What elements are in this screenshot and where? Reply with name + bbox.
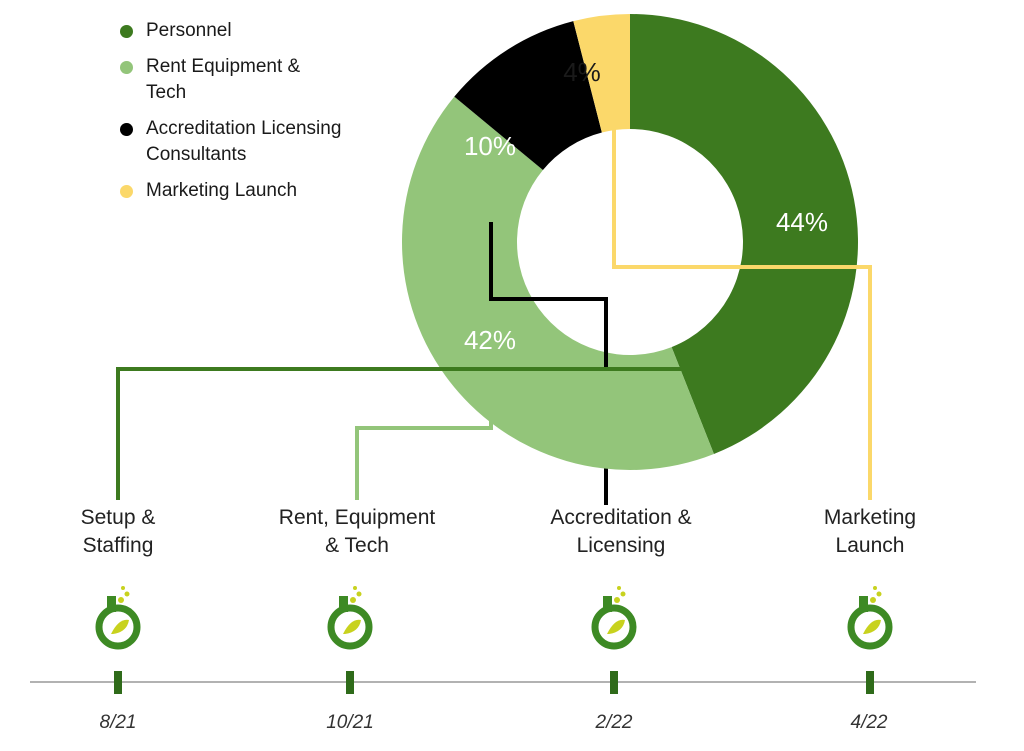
timeline-tick — [866, 671, 874, 694]
legend-item-accreditation: Accreditation Licensing Consultants — [120, 116, 380, 168]
flask-icon — [591, 586, 637, 650]
date-label: 4/22 — [850, 712, 888, 733]
timeline-tick — [114, 671, 122, 694]
timeline-tick — [610, 671, 618, 694]
legend-swatch — [120, 123, 133, 136]
timeline-tick — [346, 671, 354, 694]
donut-slice — [630, 14, 859, 454]
date-label: 2/22 — [595, 712, 633, 733]
donut-slice — [573, 14, 630, 133]
legend-item-rent: Rent Equipment & Tech — [120, 54, 380, 106]
milestone-label-line: Rent, Equipment — [278, 506, 436, 529]
milestone-label-line: Launch — [835, 534, 905, 557]
milestone-label-line: & Tech — [325, 534, 389, 557]
milestone-label-line: Licensing — [576, 534, 666, 557]
date-label: 10/21 — [326, 712, 374, 733]
legend: Personnel Rent Equipment & Tech Accredit… — [120, 18, 380, 214]
data-label: 4% — [563, 57, 601, 87]
connector-line — [612, 126, 870, 269]
milestone-label-setup: Setup & Staffing — [18, 504, 218, 560]
legend-item-personnel: Personnel — [120, 18, 380, 44]
milestone-label-line: Staffing — [82, 534, 154, 557]
legend-label: Accreditation Licensing Consultants — [146, 118, 342, 165]
donut-slice — [401, 96, 714, 470]
milestone-label-line: Marketing — [823, 506, 917, 529]
legend-label: Marketing Launch — [146, 180, 298, 201]
data-label: 44% — [776, 207, 828, 237]
data-label: 10% — [464, 131, 516, 161]
date-label: 8/21 — [99, 712, 137, 733]
flask-icon — [327, 586, 373, 650]
milestone-label-marketing: Marketing Launch — [770, 504, 970, 560]
milestone-label-rent: Rent, Equipment & Tech — [257, 504, 457, 560]
flask-icon — [95, 586, 141, 650]
milestone-label-accreditation: Accreditation & Licensing — [521, 504, 721, 560]
legend-swatch — [120, 61, 133, 74]
flask-icon — [847, 586, 893, 650]
connector-line — [355, 410, 493, 500]
data-label: 42% — [464, 325, 516, 355]
legend-label: Rent Equipment & Tech — [146, 56, 301, 103]
milestone-label-line: Accreditation & — [550, 506, 692, 529]
legend-label: Personnel — [146, 20, 232, 41]
donut-slice — [454, 21, 602, 170]
legend-swatch — [120, 185, 133, 198]
legend-swatch — [120, 25, 133, 38]
milestone-label-line: Setup & — [80, 506, 156, 529]
legend-item-marketing: Marketing Launch — [120, 178, 380, 204]
connector-line — [489, 222, 608, 369]
